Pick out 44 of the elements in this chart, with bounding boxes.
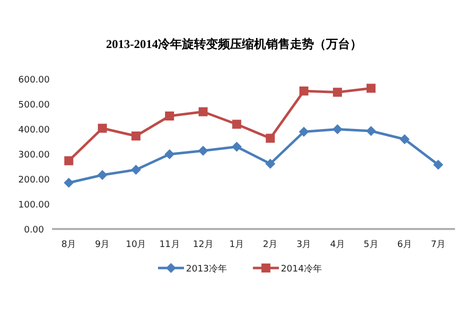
y-tick-label: 200.00 — [18, 176, 50, 186]
point — [130, 164, 141, 175]
point — [366, 126, 376, 136]
legend-label: 2013冷年 — [186, 264, 227, 274]
point — [433, 160, 444, 170]
point — [232, 142, 242, 152]
legend-label: 2014冷年 — [280, 264, 322, 274]
y-tick-label: 300.00 — [18, 150, 50, 160]
point — [299, 86, 308, 96]
x-tick-label: 4月 — [330, 240, 345, 250]
x-tick-label: 7月 — [430, 240, 446, 250]
point — [232, 120, 242, 129]
x-tick-label: 6月 — [397, 240, 412, 250]
y-tick-label: 500.00 — [18, 100, 50, 110]
point — [198, 146, 208, 156]
point — [64, 156, 74, 166]
point — [265, 158, 276, 169]
x-tick-label: 9月 — [95, 240, 110, 250]
point — [400, 134, 410, 144]
y-tick-label: 0.00 — [24, 226, 44, 236]
point — [366, 84, 376, 93]
point — [298, 126, 309, 137]
x-tick-label: 12月 — [192, 240, 214, 250]
x-tick-label: 11月 — [159, 240, 180, 250]
point — [198, 107, 208, 116]
x-tick-label: 5月 — [364, 240, 378, 250]
x-tick-label: 1月 — [229, 240, 244, 250]
y-tick-label: 400.00 — [18, 126, 50, 136]
x-tick-label: 2月 — [262, 240, 278, 250]
chart-title: 2013-2014冷年旋转变频压缩机销售走势（万台） — [106, 37, 362, 51]
point — [266, 134, 275, 143]
point — [64, 178, 74, 188]
point — [165, 112, 174, 120]
x-tick-label: 10月 — [126, 240, 146, 250]
point — [97, 170, 108, 180]
point — [164, 149, 175, 160]
y-tick-label: 600.00 — [18, 76, 50, 86]
point — [332, 88, 342, 97]
x-tick-label: 3月 — [296, 240, 312, 250]
point — [131, 132, 140, 140]
y-tick-label: 100.00 — [18, 200, 50, 210]
point — [98, 124, 107, 133]
x-tick-label: 8月 — [61, 240, 76, 250]
point — [332, 124, 342, 134]
